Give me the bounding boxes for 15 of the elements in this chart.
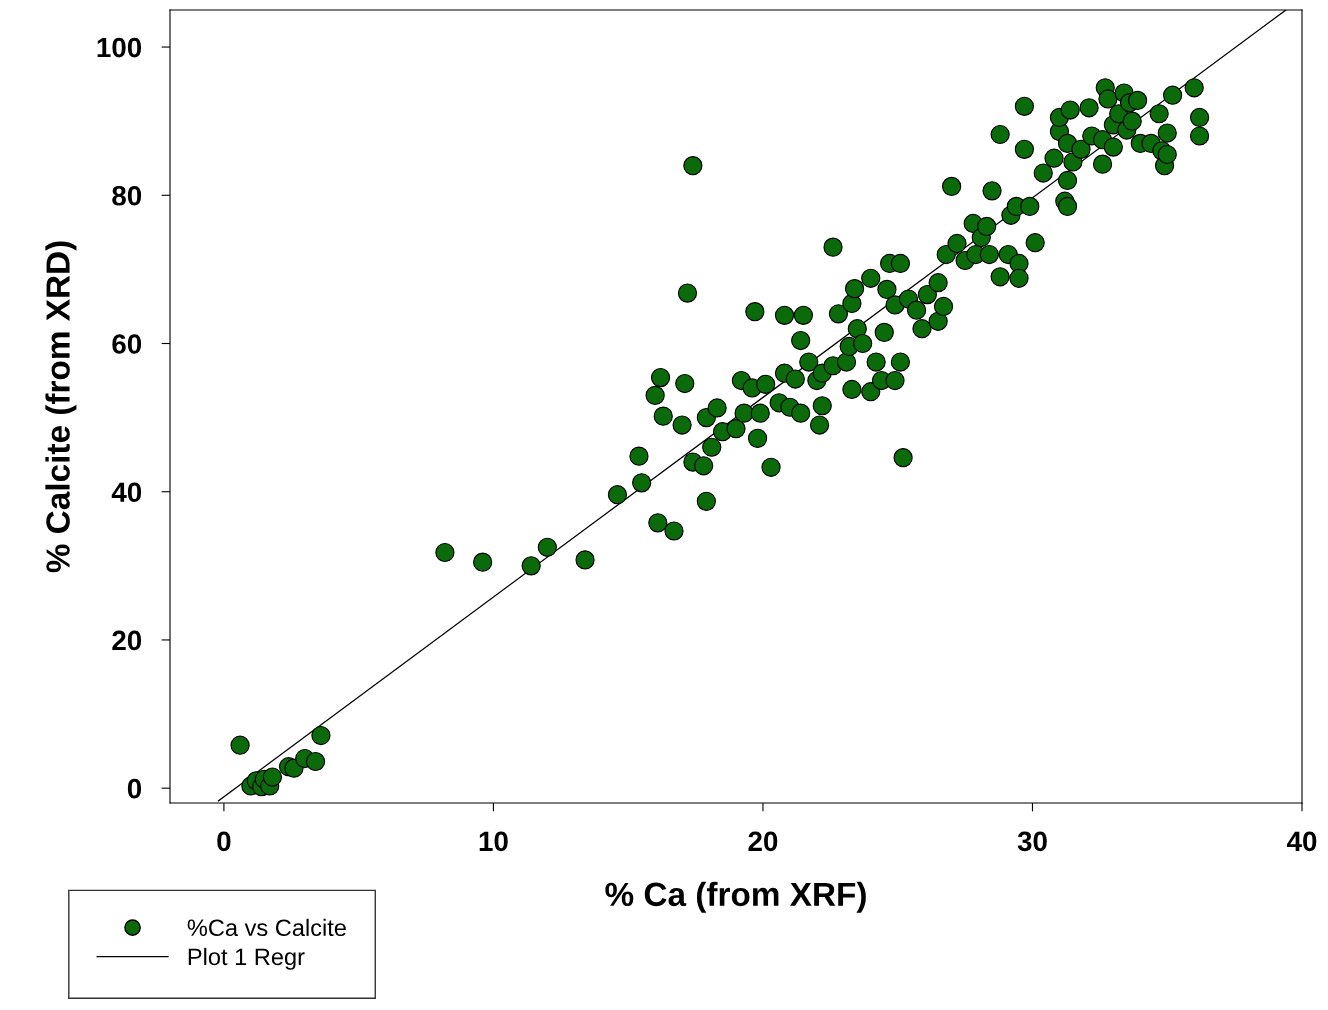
x-tick-label: 40 bbox=[1286, 831, 1317, 852]
x-tick-label: 10 bbox=[479, 831, 508, 852]
y-tick-label: 80 bbox=[112, 185, 142, 206]
y-tick-label: 20 bbox=[112, 630, 142, 651]
legend-label: %Ca vs Calcite bbox=[187, 918, 346, 937]
x-axis-title: % Ca (from XRF) bbox=[605, 881, 866, 913]
y-tick-label: 100 bbox=[97, 37, 142, 58]
x-tick-label: 0 bbox=[217, 831, 231, 852]
y-tick-label: 40 bbox=[111, 482, 142, 503]
y-axis-title: % Calcite (from XRD) bbox=[45, 241, 77, 573]
y-tick-label: 60 bbox=[112, 334, 142, 354]
legend-label: Plot 1 Regr bbox=[188, 947, 305, 970]
x-tick-label: 30 bbox=[1017, 831, 1047, 852]
y-tick-label: 0 bbox=[127, 778, 142, 799]
x-tick-label: 20 bbox=[748, 831, 778, 852]
